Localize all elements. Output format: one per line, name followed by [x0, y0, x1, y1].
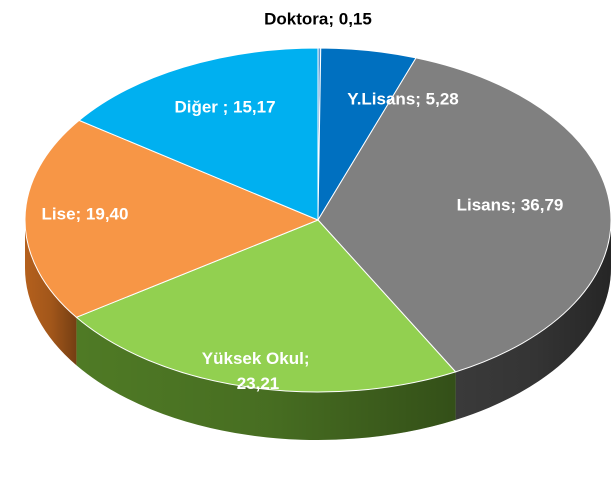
pie-slice: [78, 47, 319, 221]
data-label-line: Yüksek Okul;: [202, 349, 314, 368]
pie-slice: [317, 57, 611, 373]
data-label: Yüksek Okul; 23,21: [202, 349, 314, 393]
pie-side-shade: [76, 317, 456, 441]
data-label: Doktora; 0,15: [264, 9, 372, 28]
data-labels: Doktora; 0,15 Y.Lisans; 5,28 Lisans; 36,79…: [42, 9, 564, 393]
data-label-line: 23,21: [237, 374, 280, 393]
data-label: Y.Lisans; 5,28: [347, 89, 459, 108]
pie-slice: [24, 119, 320, 318]
pie-tops: [24, 47, 611, 393]
pie-slice: [75, 219, 457, 393]
pie-side-shade: [455, 220, 611, 420]
pie-sides: [25, 220, 611, 441]
data-label: Lisans; 36,79: [457, 195, 564, 214]
pie-side-shade: [25, 220, 77, 366]
data-label: Lise; 19,40: [42, 204, 129, 223]
data-label: Diğer ; 15,17: [174, 97, 275, 116]
